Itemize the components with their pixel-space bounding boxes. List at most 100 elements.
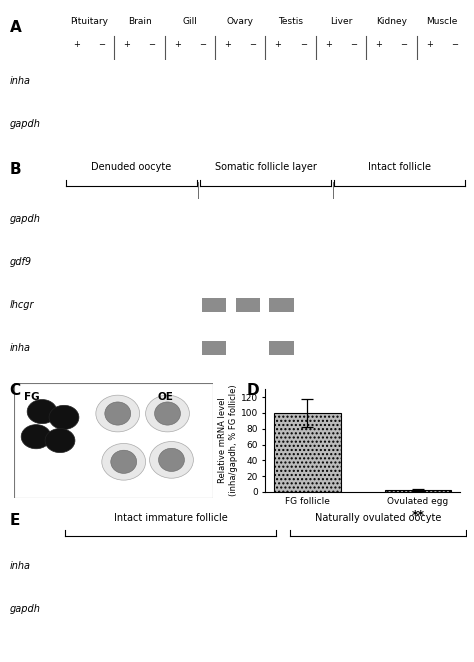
Bar bbox=[218, 117, 236, 132]
Bar bbox=[404, 341, 428, 355]
Bar bbox=[202, 212, 227, 226]
Bar bbox=[303, 341, 327, 355]
Bar bbox=[337, 341, 361, 355]
Bar bbox=[256, 559, 273, 574]
Ellipse shape bbox=[155, 402, 181, 425]
Bar bbox=[101, 255, 126, 269]
Bar bbox=[370, 298, 394, 312]
Text: +: + bbox=[274, 40, 282, 49]
Bar bbox=[438, 255, 462, 269]
Bar bbox=[114, 602, 131, 617]
Text: inha: inha bbox=[9, 561, 30, 571]
Bar bbox=[399, 602, 416, 617]
Text: +: + bbox=[375, 40, 382, 49]
Bar bbox=[185, 602, 202, 617]
Bar bbox=[438, 341, 462, 355]
Text: −: − bbox=[350, 40, 357, 49]
Bar bbox=[169, 212, 193, 226]
Bar bbox=[67, 559, 84, 574]
Text: Brain: Brain bbox=[128, 17, 151, 26]
Text: gapdh: gapdh bbox=[9, 119, 40, 129]
Text: Pituitary: Pituitary bbox=[70, 17, 108, 26]
Bar bbox=[269, 212, 293, 226]
Y-axis label: Relative mRNA level
(inha/gapdh, % FG follicle): Relative mRNA level (inha/gapdh, % FG fo… bbox=[219, 385, 238, 496]
Text: −: − bbox=[300, 40, 307, 49]
Bar bbox=[162, 559, 179, 574]
Text: gdf9: gdf9 bbox=[9, 257, 32, 267]
Bar bbox=[303, 212, 327, 226]
Bar bbox=[91, 559, 108, 574]
Text: OE: OE bbox=[157, 393, 173, 402]
Bar bbox=[268, 74, 287, 89]
Text: B: B bbox=[9, 162, 21, 177]
Bar bbox=[269, 298, 293, 312]
Text: C: C bbox=[9, 383, 20, 398]
Bar bbox=[337, 212, 361, 226]
Bar bbox=[268, 117, 287, 132]
Bar bbox=[370, 212, 394, 226]
Bar bbox=[101, 212, 126, 226]
Bar bbox=[67, 117, 85, 132]
Bar bbox=[422, 602, 439, 617]
Bar bbox=[385, 491, 451, 492]
Bar bbox=[169, 255, 193, 269]
Bar bbox=[370, 255, 394, 269]
Ellipse shape bbox=[96, 395, 140, 432]
Bar bbox=[303, 298, 327, 312]
Bar bbox=[138, 602, 155, 617]
Bar bbox=[438, 298, 462, 312]
Bar bbox=[304, 602, 321, 617]
Bar bbox=[135, 212, 159, 226]
Bar bbox=[67, 602, 84, 617]
Text: D: D bbox=[246, 383, 259, 398]
Ellipse shape bbox=[146, 395, 190, 432]
Text: **: ** bbox=[411, 509, 424, 522]
Bar bbox=[202, 341, 227, 355]
Ellipse shape bbox=[111, 450, 137, 473]
Bar bbox=[218, 74, 236, 89]
Bar bbox=[118, 117, 136, 132]
Bar bbox=[202, 298, 227, 312]
Ellipse shape bbox=[21, 424, 51, 449]
Text: Ovary: Ovary bbox=[227, 17, 254, 26]
Text: gapdh: gapdh bbox=[9, 604, 40, 614]
Text: +: + bbox=[124, 40, 130, 49]
Bar bbox=[274, 413, 340, 492]
Text: Intact follicle: Intact follicle bbox=[368, 162, 431, 172]
Bar bbox=[319, 117, 337, 132]
Bar bbox=[337, 255, 361, 269]
Text: Naturally ovulated oocyte: Naturally ovulated oocyte bbox=[315, 513, 441, 523]
Text: E: E bbox=[9, 513, 20, 528]
Text: −: − bbox=[199, 40, 206, 49]
Bar bbox=[351, 602, 368, 617]
Bar bbox=[446, 602, 463, 617]
Bar bbox=[209, 602, 226, 617]
Bar bbox=[370, 341, 394, 355]
Ellipse shape bbox=[150, 442, 193, 478]
Bar bbox=[404, 255, 428, 269]
Bar bbox=[404, 298, 428, 312]
Bar bbox=[162, 602, 179, 617]
Text: Kidney: Kidney bbox=[376, 17, 407, 26]
Bar bbox=[236, 298, 260, 312]
Bar bbox=[328, 602, 345, 617]
Bar bbox=[114, 559, 131, 574]
Text: +: + bbox=[73, 40, 80, 49]
Text: −: − bbox=[249, 40, 256, 49]
Bar bbox=[168, 117, 186, 132]
Ellipse shape bbox=[49, 405, 79, 430]
Bar bbox=[68, 255, 92, 269]
Bar bbox=[233, 602, 250, 617]
Bar bbox=[337, 298, 361, 312]
Bar bbox=[233, 559, 250, 574]
Text: FG: FG bbox=[24, 393, 40, 402]
Text: Muscle: Muscle bbox=[426, 17, 457, 26]
Ellipse shape bbox=[158, 448, 184, 471]
Bar bbox=[269, 341, 293, 355]
Text: Somatic follicle layer: Somatic follicle layer bbox=[215, 162, 316, 172]
Ellipse shape bbox=[105, 402, 131, 425]
Text: A: A bbox=[9, 20, 21, 35]
Text: −: − bbox=[451, 40, 458, 49]
Bar bbox=[91, 602, 108, 617]
Text: +: + bbox=[325, 40, 332, 49]
